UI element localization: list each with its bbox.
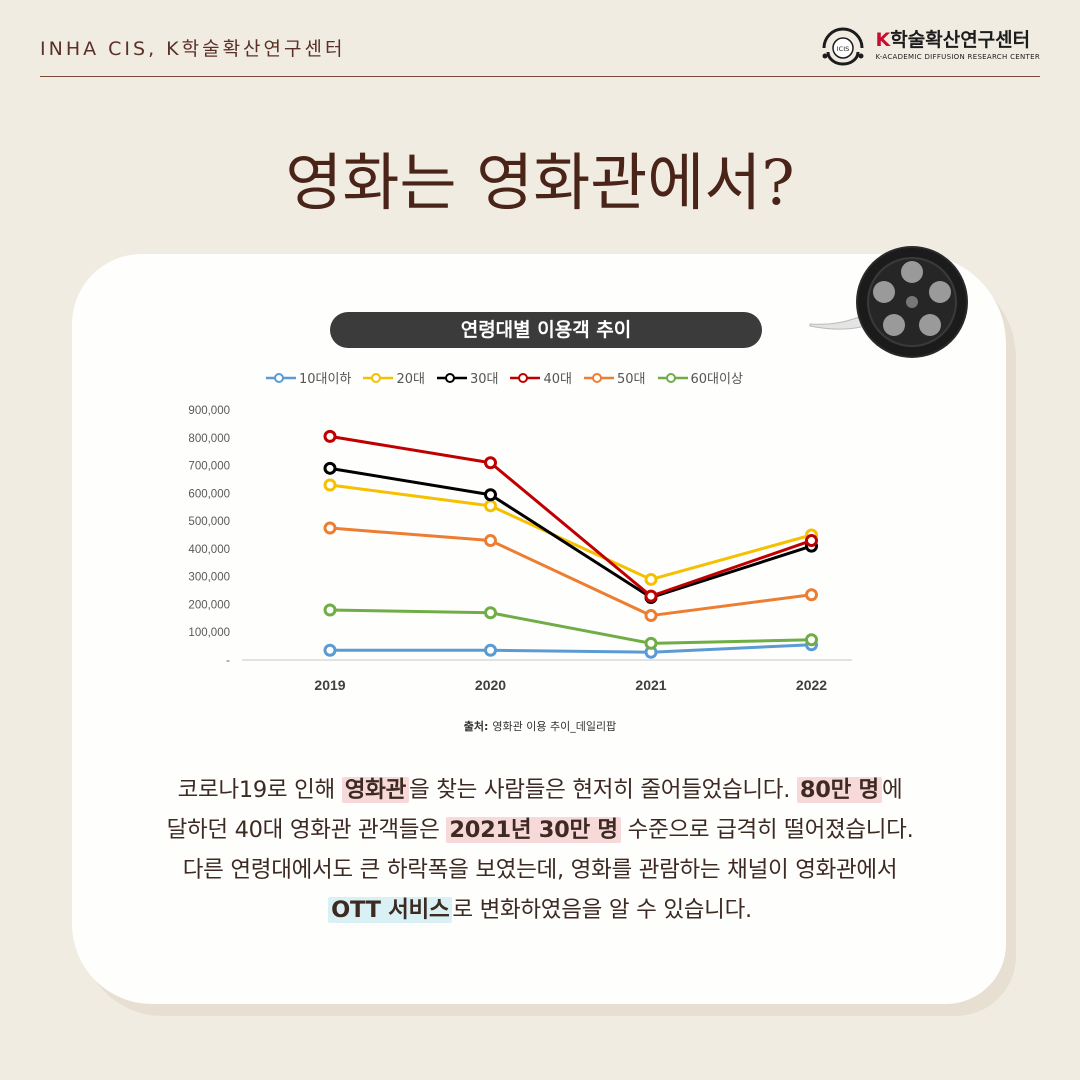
- header-bar: INHA CIS, K학술확산연구센터 ICIS K학술확산연구센터 K-ACA…: [40, 22, 1040, 77]
- body-paragraph: 코로나19로 인해 영화관 을 찾는 사람들은 현저히 줄어들었습니다. 80만 …: [100, 770, 980, 930]
- data-point: [644, 572, 658, 586]
- y-tick-label: 200,000: [188, 599, 230, 611]
- body-line-2: 달하던 40대 영화관 관객들은 2021년 30만 명 수준으로 급격히 떨어…: [166, 817, 914, 843]
- data-point: [644, 609, 658, 623]
- svg-text:ICIS: ICIS: [836, 45, 849, 53]
- source-label: 출처:: [463, 720, 489, 733]
- legend-swatch: [363, 372, 394, 383]
- x-tick-label: 2021: [635, 677, 666, 693]
- data-point: [323, 643, 337, 657]
- series-line: [330, 643, 812, 654]
- y-tick-label: 900,000: [188, 405, 230, 417]
- y-tick-label: 100,000: [188, 627, 230, 639]
- y-tick-label: -: [226, 655, 230, 667]
- data-point: [805, 633, 818, 647]
- series-line: [329, 466, 812, 599]
- legend-item: 40대: [510, 368, 572, 387]
- data-point: [805, 534, 818, 548]
- data-point: [323, 478, 337, 492]
- film-reel-icon: [809, 246, 968, 358]
- body-line-4: OTT 서비스 로 변화하였음을 알 수 있습니다.: [100, 890, 980, 930]
- chart-title: 연령대별 이용객 추이: [330, 312, 762, 348]
- legend-swatch: [266, 372, 296, 383]
- y-tick-label: 300,000: [188, 572, 230, 584]
- highlight-800k: 80만 명: [796, 777, 882, 803]
- legend-item: 30대: [436, 368, 499, 387]
- globe-logo-icon: ICIS: [822, 27, 864, 66]
- data-point: [323, 461, 337, 475]
- legend-swatch: [583, 372, 614, 383]
- legend-label: 30대: [469, 372, 499, 387]
- legend-item: 50대: [583, 368, 646, 387]
- logo-subtitle: K-ACADEMIC DIFFUSION RESEARCH CENTER: [875, 53, 1040, 61]
- legend-item: 60대이상: [657, 368, 743, 387]
- legend-swatch: [510, 372, 541, 383]
- highlight-ott: OTT 서비스: [328, 897, 453, 923]
- legend-label: 50대: [616, 372, 646, 387]
- data-point: [484, 488, 497, 502]
- data-point: [323, 603, 337, 617]
- logo-main-text: 학술확산연구센터: [890, 29, 1031, 51]
- data-point: [644, 636, 658, 650]
- data-point: [323, 429, 337, 443]
- legend-label: 10대이하: [299, 372, 352, 387]
- source-text: 영화관 이용 추이_데일리팝: [492, 720, 617, 733]
- legend-label: 60대이상: [690, 372, 743, 387]
- y-tick-label: 700,000: [188, 461, 230, 473]
- data-point: [484, 643, 497, 657]
- page-title: 영화는 영화관에서?: [285, 146, 795, 219]
- x-tick-label: 2020: [475, 677, 506, 693]
- data-point: [484, 499, 497, 513]
- series-line: [329, 526, 812, 618]
- header-brand-text: INHA CIS, K학술확산연구센터: [40, 38, 346, 60]
- body-line-1: 코로나19로 인해 영화관 을 찾는 사람들은 현저히 줄어들었습니다. 80만 …: [177, 777, 903, 803]
- legend-swatch: [657, 372, 688, 383]
- chart-plot: 900,000 800,000 700,000 600,000 500,000 400,0…: [188, 405, 852, 693]
- data-point: [323, 521, 337, 535]
- highlight-2021-300k: 2021년 30만 명: [446, 817, 621, 843]
- data-point: [805, 588, 818, 602]
- y-tick-label: 500,000: [188, 516, 230, 528]
- logo-k-letter: K: [875, 29, 891, 51]
- legend-item: 20대: [363, 368, 425, 387]
- y-tick-label: 400,000: [188, 544, 230, 556]
- legend-swatch: [436, 372, 467, 383]
- data-point: [644, 589, 658, 603]
- y-tick-label: 800,000: [188, 433, 230, 445]
- series-line: [329, 483, 812, 581]
- legend-item: 10대이하: [266, 368, 351, 387]
- data-point: [484, 456, 497, 470]
- data-point: [484, 606, 497, 620]
- legend-label: 40대: [543, 372, 572, 387]
- legend-label: 20대: [396, 372, 425, 387]
- body-line-3: 다른 연령대에서도 큰 하락폭을 보였는데, 영화를 관람하는 채널이 영화관에…: [182, 857, 898, 883]
- chart-legend: 10대이하 20대 30대 40대 50대 60대이상: [266, 368, 743, 387]
- line-chart: 연령대별 이용객 추이 10대이하 20대 30대 40대 50대 60대이상 900,0…: [172, 298, 852, 710]
- x-tick-label: 2022: [796, 677, 827, 693]
- center-logo: ICIS K학술확산연구센터 K-ACADEMIC DIFFUSION RESE…: [820, 26, 1040, 66]
- chart-source: 출처: 영화관 이용 추이_데일리팝: [0, 718, 1080, 734]
- highlight-cinema: 영화관: [341, 777, 409, 803]
- data-point: [484, 534, 497, 548]
- series-line: [329, 608, 812, 645]
- content-card: [72, 254, 1006, 1004]
- y-tick-label: 600,000: [188, 488, 230, 500]
- x-tick-label: 2019: [314, 677, 345, 693]
- series-line: [329, 434, 812, 598]
